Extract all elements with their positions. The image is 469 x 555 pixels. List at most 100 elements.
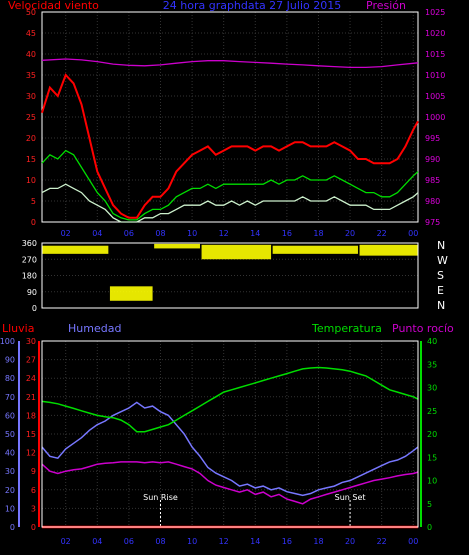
humidity-tick-label: 60: [5, 411, 15, 420]
left-axis-title: Velocidad viento: [8, 0, 99, 12]
y2-tick-label: 985: [425, 176, 440, 185]
temp-tick-label: 35: [427, 360, 437, 369]
humidity-tick-label: 30: [5, 467, 15, 476]
temp-tick-label: 0: [427, 523, 432, 532]
temperature-label: Temperatura: [311, 322, 382, 335]
rain-tick-label: 21: [26, 393, 36, 402]
y2-tick-label: 995: [425, 134, 440, 143]
temp-tick-label: 5: [427, 500, 432, 509]
y-tick-label: 35: [26, 71, 36, 80]
y-tick-label: 20: [26, 134, 36, 143]
y-tick-label: 5: [31, 197, 36, 206]
y2-tick-label: 1020: [425, 29, 445, 38]
y-tick-label: 40: [26, 50, 36, 59]
compass-label: N: [437, 299, 445, 312]
rain-tick-label: 6: [31, 486, 36, 495]
y-tick-label: 25: [26, 113, 36, 122]
x-tick-label: 06: [124, 229, 134, 238]
y-tick-label: 270: [22, 255, 37, 264]
plot-frame: [41, 11, 419, 223]
y2-tick-label: 1025: [425, 8, 445, 17]
x-tick-label: 00: [408, 537, 418, 546]
temp-humidity-panel: Lluvia Humedad Temperatura Punto rocío 0 10 20…: [0, 322, 454, 546]
direction-band: [272, 245, 358, 254]
x-tick-label: 22: [377, 537, 387, 546]
humidity-label: Humedad: [68, 322, 121, 335]
y2-tick-label: 1000: [425, 113, 445, 122]
x-tick-label: 14: [250, 229, 260, 238]
humidity-tick-label: 40: [5, 449, 15, 458]
chart-title: 24 hora graphdata 27 Julio 2015: [163, 0, 341, 12]
y2-tick-label: 980: [425, 197, 440, 206]
compass-label: E: [437, 284, 444, 297]
y-tick-label: 90: [27, 288, 37, 297]
rain-label: Lluvia: [2, 322, 34, 335]
rain-tick-label: 12: [26, 449, 36, 458]
humidity-tick-label: 10: [5, 504, 15, 513]
temp-tick-label: 40: [427, 337, 437, 346]
direction-band: [201, 244, 272, 260]
humidity-tick-label: 90: [5, 356, 15, 365]
y-tick-label: 360: [22, 239, 37, 248]
temp-tick-label: 20: [427, 430, 437, 439]
wind-pressure-panel: Velocidad viento 24 hora graphdata 27 Jul…: [8, 0, 445, 238]
rain-tick-label: 9: [31, 467, 36, 476]
x-tick-label: 20: [345, 229, 355, 238]
series-dewpoint: [41, 461, 419, 505]
right-axis-title: Presión: [366, 0, 406, 12]
series-wind_avg: [41, 149, 419, 221]
humidity-tick-label: 0: [10, 523, 15, 532]
humidity-tick-label: 70: [5, 393, 15, 402]
x-tick-label: 16: [282, 229, 292, 238]
rain-tick-label: 0: [31, 523, 36, 532]
x-tick-label: 10: [187, 537, 197, 546]
y2-tick-label: 975: [425, 218, 440, 227]
x-tick-label: 20: [345, 537, 355, 546]
x-tick-label: 04: [92, 229, 102, 238]
rain-tick-label: 15: [26, 430, 36, 439]
x-tick-label: 06: [124, 537, 134, 546]
humidity-tick-label: 100: [0, 337, 15, 346]
x-tick-label: 00: [408, 229, 418, 238]
series-wind_min: [41, 183, 419, 223]
y-tick-label: 45: [26, 29, 36, 38]
rain-tick-label: 30: [26, 337, 36, 346]
rain-tick-label: 27: [26, 356, 36, 365]
y-tick-label: 15: [26, 155, 36, 164]
dewpoint-label: Punto rocío: [392, 322, 454, 335]
x-tick-label: 18: [313, 229, 323, 238]
x-tick-label: 12: [219, 229, 229, 238]
sun-marker-label: Sun Set: [335, 493, 366, 502]
x-tick-label: 04: [92, 537, 102, 546]
y2-tick-label: 1005: [425, 92, 445, 101]
temp-tick-label: 30: [427, 384, 437, 393]
x-tick-label: 02: [61, 537, 71, 546]
direction-band: [154, 243, 200, 249]
x-tick-label: 02: [61, 229, 71, 238]
x-tick-label: 16: [282, 537, 292, 546]
x-tick-label: 10: [187, 229, 197, 238]
temp-tick-label: 25: [427, 407, 437, 416]
y2-tick-label: 990: [425, 155, 440, 164]
temp-tick-label: 10: [427, 477, 437, 486]
y-tick-label: 0: [32, 304, 37, 313]
temp-tick-label: 15: [427, 453, 437, 462]
x-tick-label: 22: [377, 229, 387, 238]
series-temperature: [41, 366, 419, 433]
compass-label: S: [437, 269, 444, 282]
x-tick-label: 14: [250, 537, 260, 546]
series-wind_gust: [41, 73, 419, 219]
rain-tick-label: 18: [26, 411, 36, 420]
y-tick-label: 30: [26, 92, 36, 101]
humidity-tick-label: 20: [5, 486, 15, 495]
compass-label: N: [437, 239, 445, 252]
plot-frame: [41, 242, 419, 309]
humidity-tick-label: 50: [5, 430, 15, 439]
y-tick-label: 0: [31, 218, 36, 227]
rain-tick-label: 3: [31, 504, 36, 513]
direction-band: [42, 245, 109, 254]
x-tick-label: 18: [313, 537, 323, 546]
y2-tick-label: 1015: [425, 50, 445, 59]
